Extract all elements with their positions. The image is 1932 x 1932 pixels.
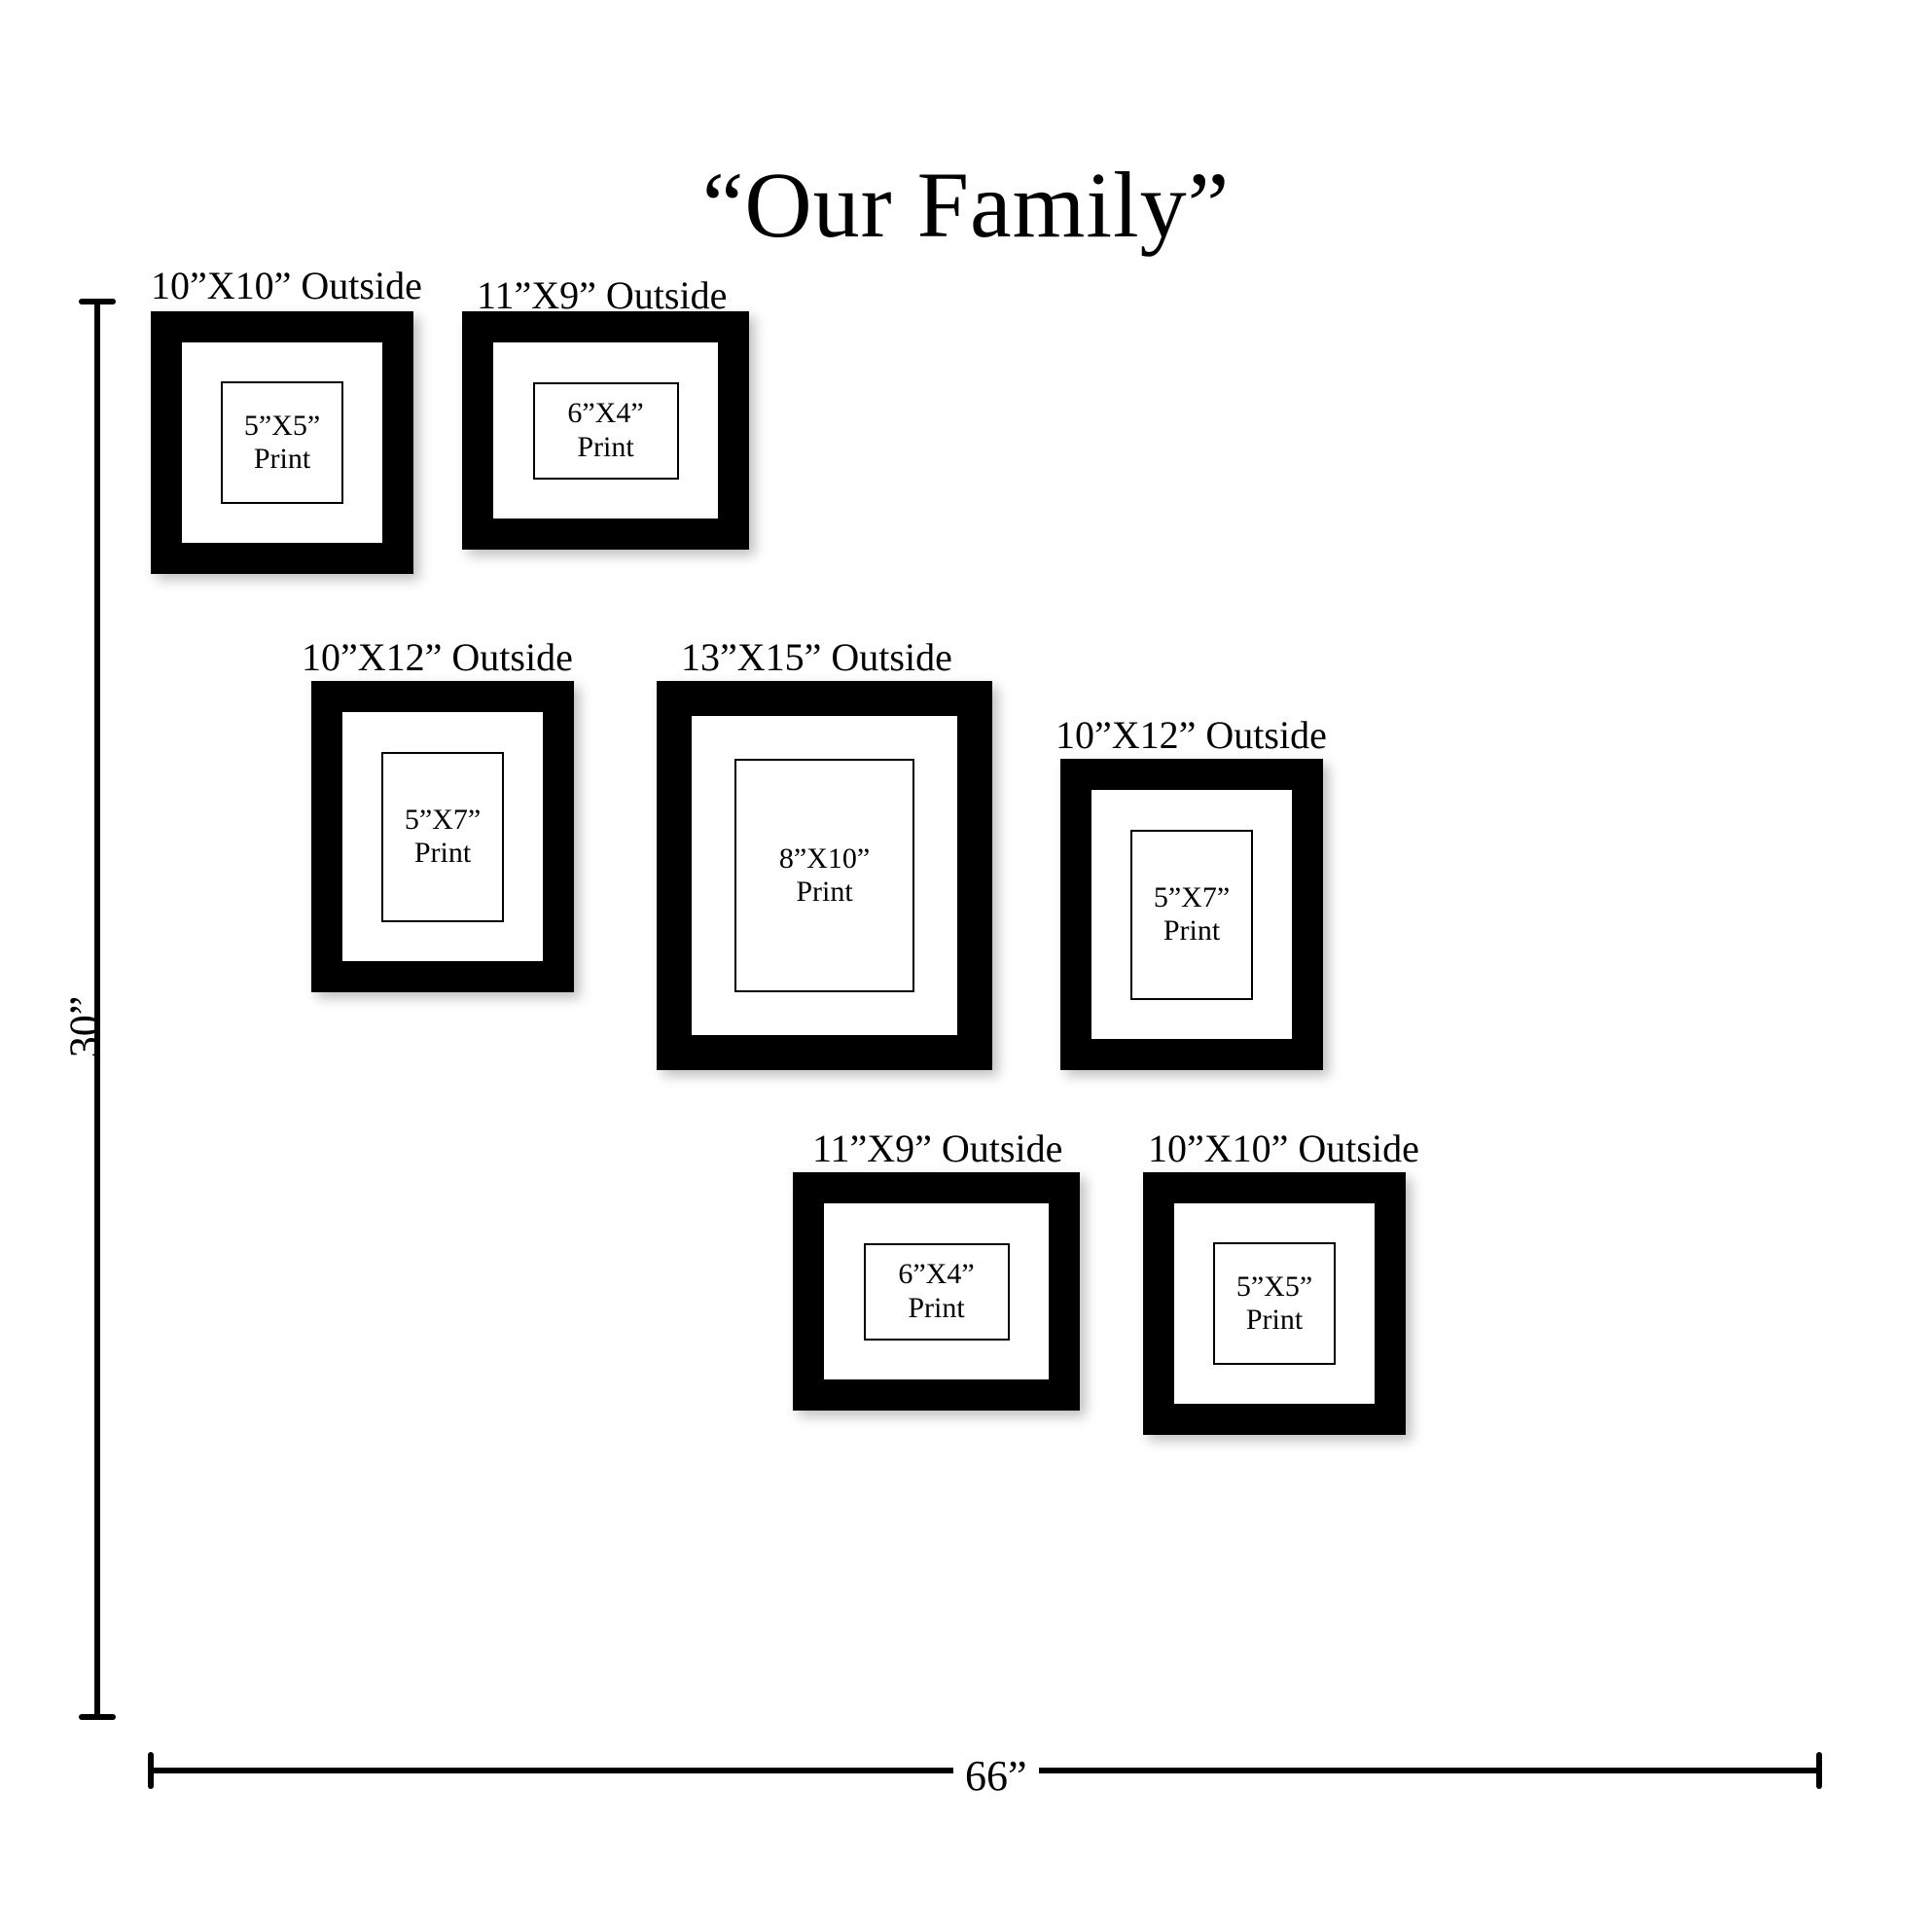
f7-mat: 5”X5”Print — [1174, 1203, 1375, 1404]
f6-frame: 6”X4”Print — [793, 1172, 1080, 1411]
f7-print-opening: 5”X5”Print — [1213, 1242, 1336, 1365]
f4-frame: 8”X10”Print — [657, 681, 992, 1070]
f6-outside-label: 11”X9” Outside — [812, 1126, 1062, 1171]
f6-print-opening: 6”X4”Print — [864, 1243, 1010, 1341]
f3-outside-label: 10”X12” Outside — [302, 634, 573, 680]
diagram-stage: “Our Family” 30” 66” 10”X10” Outside 5”X5”P… — [0, 0, 1932, 1932]
f6-mat: 6”X4”Print — [824, 1203, 1049, 1379]
f7-outside-label: 10”X10” Outside — [1148, 1126, 1419, 1171]
f1-mat: 5”X5”Print — [182, 342, 382, 543]
f1-frame: 5”X5”Print — [151, 311, 413, 574]
f4-print-opening: 8”X10”Print — [734, 759, 914, 992]
f4-outside-label: 13”X15” Outside — [681, 634, 952, 680]
f2-print-opening: 6”X4”Print — [533, 382, 679, 480]
f2-mat: 6”X4”Print — [493, 342, 718, 519]
f2-frame: 6”X4”Print — [462, 311, 749, 550]
f3-mat: 5”X7”Print — [342, 712, 543, 961]
f5-frame: 5”X7”Print — [1060, 759, 1323, 1070]
diagram-title: “Our Family” — [0, 151, 1932, 259]
f3-print-opening: 5”X7”Print — [381, 752, 504, 922]
f1-outside-label: 10”X10” Outside — [151, 263, 422, 308]
f5-outside-label: 10”X12” Outside — [1055, 712, 1327, 758]
vertical-dimension-label: 30” — [59, 996, 109, 1058]
horizontal-dimension-label: 66” — [953, 1751, 1039, 1801]
f4-mat: 8”X10”Print — [692, 716, 957, 1035]
f5-mat: 5”X7”Print — [1091, 790, 1292, 1039]
f3-frame: 5”X7”Print — [311, 681, 574, 992]
f7-frame: 5”X5”Print — [1143, 1172, 1406, 1435]
f1-print-opening: 5”X5”Print — [221, 381, 343, 504]
f5-print-opening: 5”X7”Print — [1130, 830, 1253, 1000]
